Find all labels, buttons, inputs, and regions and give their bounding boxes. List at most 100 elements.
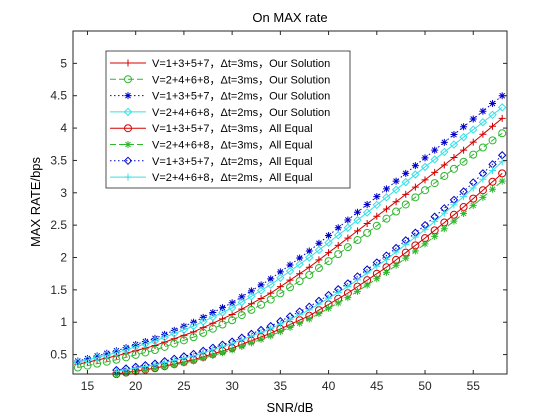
series-point	[218, 349, 226, 357]
series-point	[161, 363, 169, 371]
x-tick-label: 35	[274, 379, 288, 393]
series-point	[343, 243, 352, 252]
series-point	[83, 361, 92, 370]
legend-entry: V=1+3+5+7，Δt=2ms，All Equal	[110, 156, 313, 168]
series-point	[102, 350, 111, 360]
series-point	[218, 343, 226, 351]
series-point	[218, 320, 227, 329]
series-point	[450, 154, 458, 162]
series-point	[199, 328, 208, 337]
series-point	[401, 177, 410, 187]
series-point	[296, 254, 304, 262]
series-point	[276, 320, 284, 328]
series-point	[430, 179, 439, 188]
series-point	[440, 171, 449, 180]
series-point	[479, 175, 487, 183]
series-point	[179, 336, 188, 345]
series-point	[315, 239, 323, 247]
series-point	[497, 103, 507, 112]
series-point	[305, 306, 313, 314]
series-point	[354, 287, 362, 295]
y-tick-label: 5	[60, 56, 67, 70]
series-point	[440, 209, 448, 217]
legend-box	[105, 50, 351, 189]
series-point	[354, 276, 362, 284]
series-point	[314, 245, 324, 255]
series-point	[179, 325, 189, 335]
series-point	[440, 138, 448, 146]
chart-title: On MAX rate	[252, 10, 327, 25]
series-point	[392, 261, 400, 269]
series-point	[420, 162, 430, 172]
series-point	[488, 177, 497, 186]
series-point	[295, 277, 304, 286]
series-point	[286, 283, 294, 292]
series-point	[93, 359, 102, 368]
x-axis-ticks: 15 20 25 30 35 40 45 50 55	[81, 31, 480, 393]
series-point	[151, 361, 159, 369]
series-point	[363, 220, 371, 228]
series-point	[382, 214, 391, 223]
series-point	[459, 132, 468, 142]
series-point	[469, 125, 478, 134]
series-point	[267, 289, 275, 297]
series-point	[392, 248, 400, 256]
series-point	[411, 183, 419, 191]
series-point	[131, 350, 140, 359]
legend-marker	[124, 141, 132, 148]
series-point	[180, 354, 188, 362]
series-point	[286, 315, 294, 323]
series-point	[305, 263, 313, 271]
series-point	[469, 115, 477, 123]
series-point	[478, 143, 487, 152]
series-point	[411, 170, 420, 179]
series-point	[305, 253, 314, 262]
series-point	[489, 166, 497, 174]
y-tick-label: 1	[60, 315, 67, 329]
series-point	[489, 99, 497, 107]
series-point	[257, 300, 266, 309]
series-point	[141, 366, 149, 374]
series-point	[83, 354, 91, 362]
series-point	[363, 269, 371, 277]
series-point	[460, 123, 468, 131]
series-point	[421, 154, 429, 162]
series-point	[344, 216, 352, 224]
series-point	[498, 129, 507, 138]
legend-marker	[124, 124, 132, 133]
series-point	[449, 164, 458, 173]
legend-label: V=1+3+5+7，Δt=3ms，Our Solution	[152, 58, 330, 70]
series-point	[450, 131, 458, 139]
series-point	[382, 185, 390, 193]
series-point	[344, 234, 352, 242]
series-point	[238, 293, 246, 301]
series-2	[73, 129, 507, 372]
legend-label: V=1+3+5+7，Δt=2ms，Our Solution	[152, 91, 330, 103]
series-point	[286, 261, 294, 269]
x-tick-label: 50	[418, 379, 432, 393]
series-point	[401, 200, 410, 209]
series-point	[334, 299, 342, 307]
series-point	[478, 186, 487, 195]
series-point	[276, 273, 285, 283]
y-tick-label: 4.5	[50, 89, 67, 103]
series-point	[190, 352, 198, 360]
series-4	[73, 103, 507, 367]
series-point	[411, 162, 419, 170]
series-point	[122, 344, 130, 352]
series-point	[131, 342, 140, 352]
series-point	[450, 201, 458, 209]
series-point	[325, 304, 333, 312]
series-point	[141, 363, 149, 371]
series-point	[373, 275, 381, 283]
series-point	[478, 118, 488, 127]
series-point	[363, 228, 372, 237]
legend-marker	[124, 59, 132, 67]
series-point	[141, 348, 150, 357]
series-point	[132, 341, 140, 349]
series-point	[74, 357, 82, 365]
series-point	[440, 147, 449, 157]
legend-entry: V=2+4+6+8，Δt=3ms，All Equal	[110, 140, 313, 152]
series-point	[469, 138, 477, 146]
series-point	[354, 227, 362, 235]
